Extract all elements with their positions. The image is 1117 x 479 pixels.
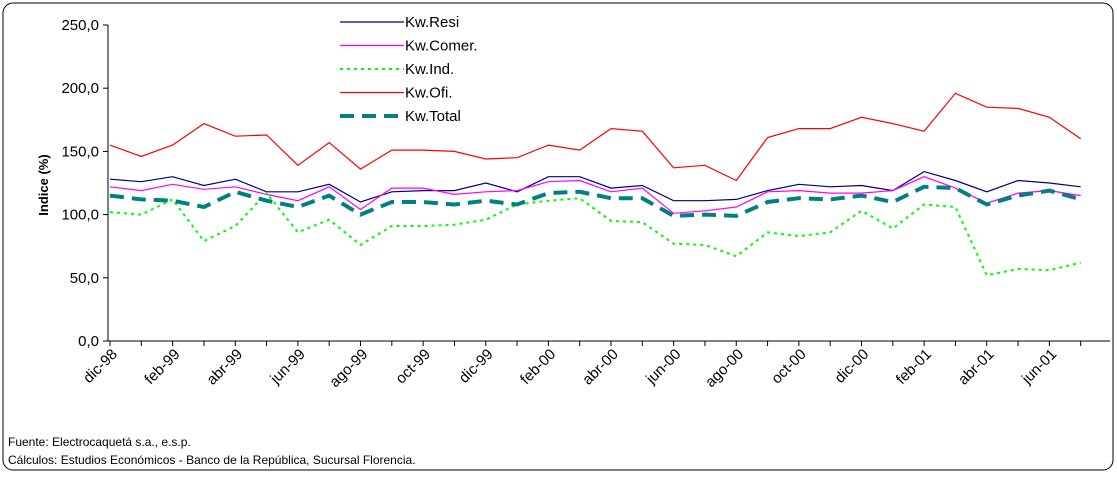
y-tick-label: 250,0 — [61, 17, 99, 34]
legend-label: Kw.Total — [405, 108, 461, 125]
series-line — [109, 92, 1082, 182]
legend-label: Kw.Ind. — [405, 61, 454, 78]
series-line — [109, 170, 1081, 203]
note: Cálculos: Estudios Económicos - Banco de… — [8, 453, 416, 467]
series-line — [109, 191, 1081, 277]
y-axis-label: Indice (%) — [36, 154, 51, 215]
y-tick-label: 150,0 — [61, 143, 99, 160]
note: Fuente: Electrocaquetá s.a., e.s.p. — [8, 435, 191, 449]
chart-border — [2, 2, 1114, 471]
y-tick-label: 50,0 — [70, 270, 99, 287]
y-tick-label: 200,0 — [61, 80, 99, 97]
legend-label: Kw.Ofi. — [405, 85, 453, 102]
y-tick-label: 0,0 — [78, 333, 99, 350]
series-line — [109, 184, 1082, 218]
legend-label: Kw.Resi — [405, 14, 459, 31]
series-line — [109, 176, 1081, 214]
legend-label: Kw.Comer. — [405, 38, 478, 55]
y-tick-label: 100,0 — [61, 207, 99, 224]
